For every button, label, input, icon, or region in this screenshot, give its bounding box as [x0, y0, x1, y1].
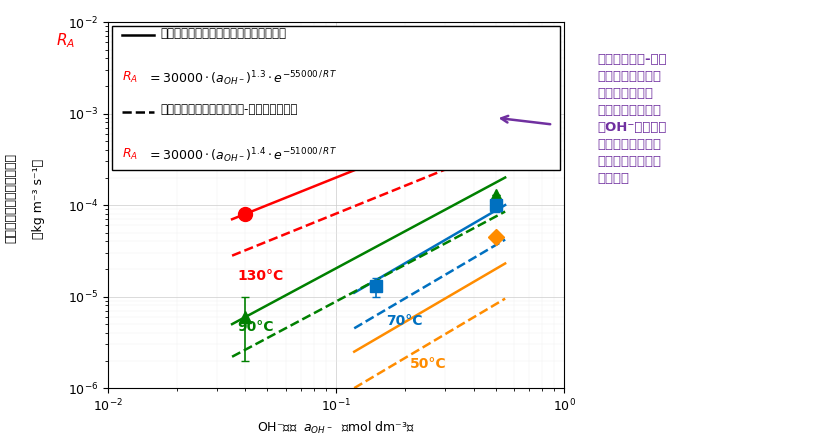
Text: $= 30000\cdot(a_{OH^-})^{1.4}\cdot e^{-51000\,/\,RT}$: $= 30000\cdot(a_{OH^-})^{1.4}\cdot e^{-5…	[147, 146, 337, 165]
Text: 70°C: 70°C	[386, 314, 422, 328]
Text: 90°C: 90°C	[237, 320, 274, 334]
Text: 溶解速度式（ベントナイト-砂混合圧縮体）: 溶解速度式（ベントナイト-砂混合圧縮体）	[160, 103, 298, 116]
Text: $R_A$: $R_A$	[122, 70, 138, 85]
X-axis label: OH⁻活量  $a_{OH^-}$  （mol dm⁻³）: OH⁻活量 $a_{OH^-}$ （mol dm⁻³）	[257, 420, 415, 436]
Text: ベントナイト-砂混
合圧縮体中では、
随伴鉱物の溶解
に伴う「間隙水中
のOH⁻活量の低
下」によってモン
モリロナイトの溶
解が抑制: ベントナイト-砂混 合圧縮体中では、 随伴鉱物の溶解 に伴う「間隙水中 のOH⁻…	[598, 53, 667, 185]
Text: 130°C: 130°C	[237, 269, 284, 283]
Text: （kg m⁻³ s⁻¹）: （kg m⁻³ s⁻¹）	[32, 158, 45, 239]
Text: 50°C: 50°C	[410, 357, 447, 371]
Text: $R_A$: $R_A$	[56, 31, 76, 49]
FancyBboxPatch shape	[113, 26, 559, 170]
Text: $R_A$: $R_A$	[122, 146, 138, 161]
Text: 溶解速度式（モンモリロナイト圧縮体）: 溶解速度式（モンモリロナイト圧縮体）	[160, 26, 286, 40]
Text: モンモリロナイト溶解速度: モンモリロナイト溶解速度	[4, 153, 17, 243]
Text: $= 30000\cdot(a_{OH^-})^{1.3}\cdot e^{-55000\,/\,RT}$: $= 30000\cdot(a_{OH^-})^{1.3}\cdot e^{-5…	[147, 70, 337, 88]
